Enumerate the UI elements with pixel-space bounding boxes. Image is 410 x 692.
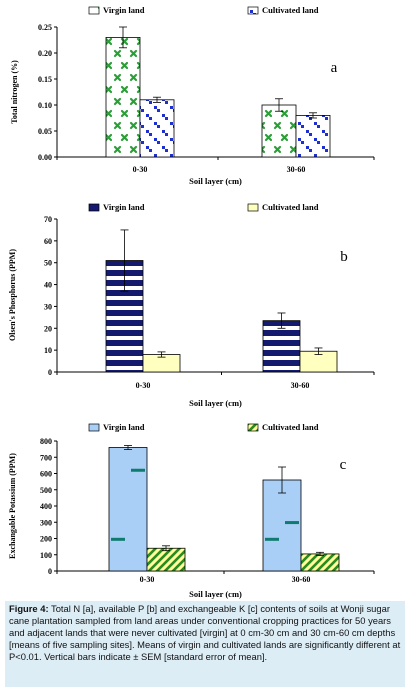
x-axis-title: Soil layer (cm) — [189, 176, 242, 186]
legend-swatch-virgin — [88, 6, 100, 15]
bar-virgin — [105, 37, 141, 158]
bar-cultivated — [139, 99, 175, 158]
legend-swatch-cultivated — [247, 6, 259, 15]
legend-swatch-cultivated — [247, 423, 259, 432]
legend-swatch-virgin — [88, 203, 100, 212]
legend-swatch-cultivated — [247, 203, 259, 212]
y-tick-label: 400 — [40, 502, 52, 511]
y-tick-label: 0 — [48, 368, 52, 377]
legend-label-virgin: Virgin land — [103, 5, 145, 15]
bar-virgin — [261, 104, 297, 158]
x-tick-label: 30-60 — [292, 575, 311, 584]
y-tick-label: 200 — [40, 535, 52, 544]
bar-virgin — [262, 479, 302, 572]
y-tick-label: 0.10 — [38, 101, 52, 110]
y-tick-label: 600 — [40, 470, 52, 479]
y-tick-label: 30 — [44, 302, 52, 311]
y-tick-label: 0.20 — [38, 49, 52, 58]
y-axis-title: Olsen's Phosphorus (PPM) — [8, 249, 17, 341]
y-tick-label: 500 — [40, 486, 52, 495]
bar-cultivated — [295, 115, 331, 158]
legend-label-cultivated: Cultivated land — [262, 5, 319, 15]
x-tick-label: 30-60 — [287, 165, 306, 174]
y-tick-label: 0.15 — [38, 75, 52, 84]
bar-pattern-mark — [131, 468, 145, 472]
figure-caption: Figure 4: Total N [a], available P [b] a… — [5, 601, 405, 687]
bar-pattern-mark — [285, 521, 299, 525]
y-tick-label: 70 — [44, 215, 52, 224]
x-tick-label: 0-30 — [136, 381, 151, 390]
legend-label-virgin: Virgin land — [103, 202, 145, 212]
bar-pattern-mark — [265, 537, 279, 541]
caption-text: Total N [a], available P [b] and exchang… — [9, 603, 401, 662]
bar-virgin — [108, 447, 148, 572]
y-tick-label: 800 — [40, 437, 52, 446]
bar-cultivated — [300, 553, 340, 572]
y-axis-title: Total nitrogen (%) — [10, 60, 19, 124]
y-axis-title: Exchangable Potassium (PPM) — [8, 453, 17, 559]
y-tick-label: 60 — [44, 237, 52, 246]
y-tick-label: 700 — [40, 453, 52, 462]
caption-label: Figure 4: — [9, 603, 49, 614]
panel-label: a — [331, 60, 338, 76]
y-tick-label: 20 — [44, 324, 52, 333]
figure-4-charts: 0.00 0.05 0.10 0.15 0.20 0.25 0-30 30-60 Virgin … — [8, 5, 375, 599]
y-tick-label: 0.25 — [38, 23, 52, 32]
bar-pattern-mark — [111, 537, 125, 541]
legend-label-virgin: Virgin land — [103, 422, 145, 432]
y-tick-label: 0 — [48, 567, 52, 576]
y-tick-label: 50 — [44, 259, 52, 268]
bar-cultivated — [146, 547, 186, 572]
legend-swatch-virgin — [88, 423, 100, 432]
x-axis-title: Soil layer (cm) — [189, 589, 242, 599]
y-tick-label: 0.00 — [38, 153, 52, 162]
bar-virgin — [262, 320, 301, 373]
y-tick-label: 40 — [44, 281, 52, 290]
y-tick-label: 100 — [40, 551, 52, 560]
legend-label-cultivated: Cultivated land — [262, 202, 319, 212]
y-tick-label: 10 — [44, 346, 52, 355]
x-tick-label: 0-30 — [140, 575, 155, 584]
panel-label: c — [340, 457, 347, 473]
x-tick-label: 30-60 — [291, 381, 310, 390]
x-tick-label: 0-30 — [133, 165, 148, 174]
y-tick-label: 0.05 — [38, 127, 52, 136]
panel-label: b — [340, 249, 348, 265]
legend-label-cultivated: Cultivated land — [262, 422, 319, 432]
y-tick-label: 300 — [40, 518, 52, 527]
charts-layer: 0.00 0.05 0.10 0.15 0.20 0.25 0-30 30-60 Virgin … — [8, 5, 375, 599]
x-axis-title: Soil layer (cm) — [189, 398, 242, 408]
